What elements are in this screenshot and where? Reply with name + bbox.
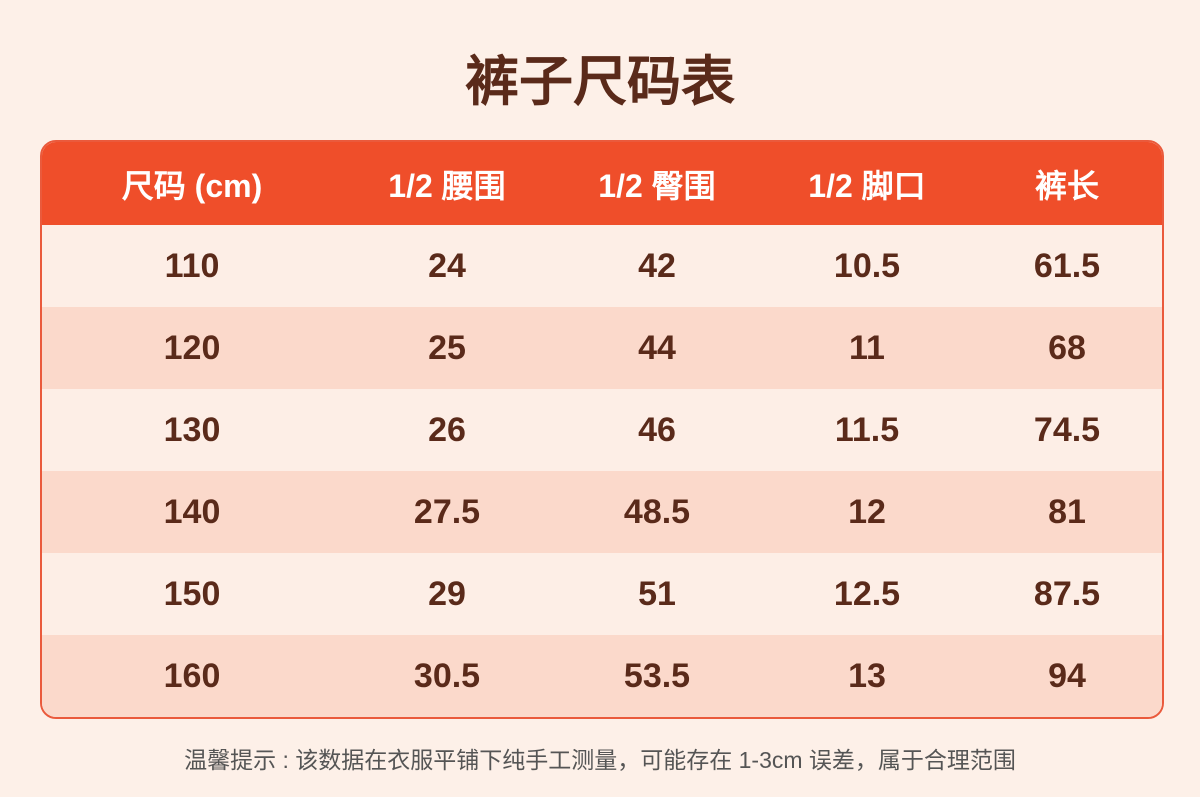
- table-cell: 29: [428, 574, 466, 613]
- table-cell: 94: [1048, 656, 1086, 695]
- header-row: 尺码 (cm) 1/2 腰围 1/2 臀围 1/2 脚口 裤长: [42, 142, 1162, 225]
- footnote: 温馨提示 : 该数据在衣服平铺下纯手工测量，可能存在 1-3cm 误差，属于合理…: [184, 747, 1016, 773]
- table-cell: 13: [848, 656, 886, 695]
- table-cell: 26: [428, 410, 466, 449]
- table-cell: 61.5: [1033, 246, 1101, 285]
- table-cell: 11.5: [834, 410, 900, 449]
- size-table: 尺码 (cm) 1/2 腰围 1/2 臀围 1/2 脚口 裤长 110 24 42 10.5 61…: [40, 140, 1164, 719]
- table-cell: 110: [164, 246, 220, 285]
- column-header: 1/2 脚口: [808, 167, 926, 204]
- column-header: 裤长: [1034, 167, 1099, 204]
- table-row: 160 30.5 53.5 13 94: [42, 635, 1162, 717]
- table-cell: 11: [849, 328, 885, 367]
- table-cell: 74.5: [1033, 410, 1101, 449]
- table-row: 130 26 46 11.5 74.5: [42, 389, 1162, 471]
- column-header: 1/2 腰围: [388, 167, 506, 204]
- table-row: 110 24 42 10.5 61.5: [42, 225, 1162, 307]
- table-cell: 10.5: [833, 246, 901, 285]
- table-cell: 48.5: [623, 492, 691, 531]
- table-row: 140 27.5 48.5 12 81: [42, 471, 1162, 553]
- table-cell: 12: [848, 492, 886, 531]
- table-cell: 81: [1048, 492, 1086, 531]
- table-cell: 68: [1048, 328, 1086, 367]
- table-cell: 87.5: [1033, 574, 1101, 613]
- table-cell: 25: [428, 328, 466, 367]
- table-cell: 24: [428, 246, 466, 285]
- table-cell: 51: [638, 574, 676, 613]
- table-cell: 53.5: [623, 656, 691, 695]
- table-cell: 44: [638, 328, 676, 367]
- table-cell: 140: [163, 492, 221, 531]
- table-cell: 130: [163, 410, 221, 449]
- column-header: 1/2 臀围: [598, 167, 716, 204]
- table-row: 120 25 44 11 68: [42, 307, 1162, 389]
- table-cell: 150: [163, 574, 221, 613]
- column-header: 尺码 (cm): [121, 167, 263, 204]
- table-cell: 42: [638, 246, 676, 285]
- table-cell: 160: [163, 656, 221, 695]
- table-cell: 30.5: [413, 656, 481, 695]
- title: 裤子尺码表: [465, 52, 735, 112]
- table-cell: 27.5: [413, 492, 481, 531]
- table-cell: 46: [638, 410, 676, 449]
- table-cell: 12.5: [833, 574, 901, 613]
- table-row: 150 29 51 12.5 87.5: [42, 553, 1162, 635]
- table-cell: 120: [163, 328, 221, 367]
